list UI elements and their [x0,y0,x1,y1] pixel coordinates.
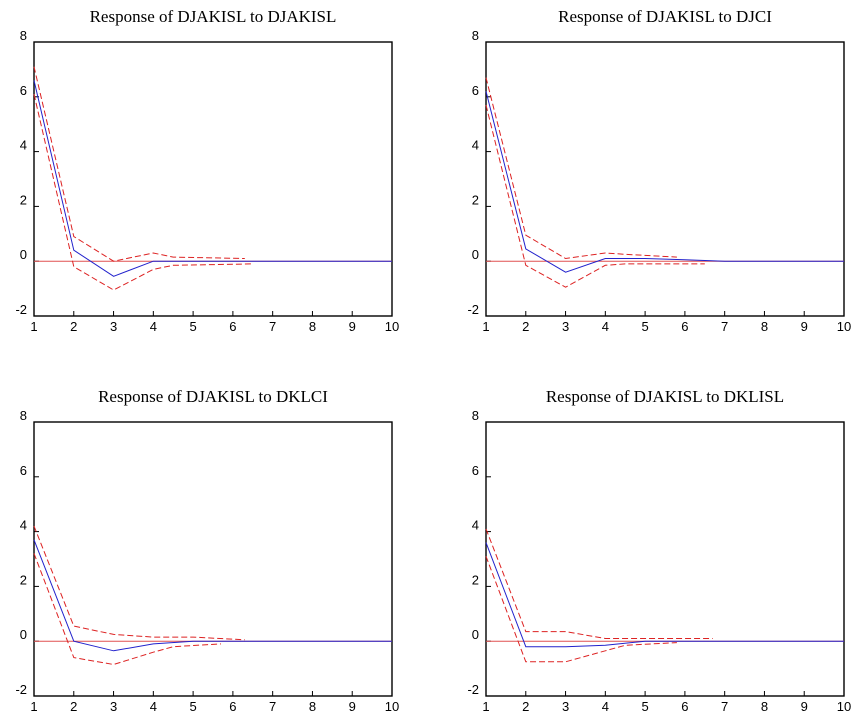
x-tick-label: 9 [801,699,808,714]
series-line-lower-band [33,553,222,666]
x-tick-label: 8 [309,699,316,714]
x-tick-label: 4 [602,319,609,334]
series-line-lower-band [485,104,705,288]
x-tick-label: 3 [110,319,117,334]
x-tick-label: 3 [110,699,117,714]
chart-panel-2: Response of DJAKISL to DJCI 1 2 3 4 5 6 7 8 9 10 -… [467,7,851,334]
y-tick-label: 8 [472,28,479,43]
series-line-response [485,542,844,648]
x-tick-label: 4 [150,699,157,714]
x-tick-label: 5 [189,699,196,714]
y-tick-label: 0 [20,627,27,642]
y-tick-label: -2 [15,302,27,317]
y-tick-label: 2 [472,192,479,207]
y-tick-label: 6 [20,463,27,478]
series-line-upper-band [485,528,713,639]
chart-title: Response of DJAKISL to DJAKISL [90,7,337,26]
x-tick-label: 1 [30,699,37,714]
x-tick-label: 4 [150,319,157,334]
x-tick-label: 10 [837,319,851,334]
x-tick-label: 8 [761,699,768,714]
x-tick-label: 6 [229,699,236,714]
x-tick-label: 1 [482,699,489,714]
x-tick-label: 2 [70,699,77,714]
chart-title: Response of DJAKISL to DKLCI [98,387,328,406]
x-tick-label: 2 [522,319,529,334]
x-tick-label: 7 [721,319,728,334]
y-tick-label: 8 [472,408,479,423]
x-tick-label: 8 [761,319,768,334]
x-tick-label: 5 [641,319,648,334]
y-tick-label: 2 [20,572,27,587]
y-tick-label: 8 [20,28,27,43]
x-tick-label: 1 [30,319,37,334]
x-tick-label: 9 [349,699,356,714]
y-tick-label: 0 [472,247,479,262]
x-tick-label: 8 [309,319,316,334]
x-tick-label: 3 [562,319,569,334]
x-tick-label: 10 [837,699,851,714]
y-tick-label: -2 [467,682,479,697]
series-line-lower-band [33,93,253,291]
x-tick-label: 5 [641,699,648,714]
x-tick-label: 6 [229,319,236,334]
y-tick-label: 6 [472,83,479,98]
y-tick-label: -2 [15,682,27,697]
plot-frame [33,421,393,697]
chart-panel-3: Response of DJAKISL to DKLCI 1 2 3 4 5 6 7 8 9 10… [15,387,399,714]
series-line-response [33,80,392,277]
series-line-upper-band [33,66,245,262]
plot-frame [33,41,393,317]
x-tick-label: 3 [562,699,569,714]
x-tick-label: 7 [721,699,728,714]
x-tick-label: 6 [681,699,688,714]
y-tick-label: 4 [20,518,27,533]
x-tick-label: 2 [70,319,77,334]
x-tick-label: 10 [385,699,399,714]
chart-panel-1: Response of DJAKISL to DJAKISL 1 2 3 4 5 6 7 8 9… [15,7,399,334]
series-line-upper-band [33,525,245,641]
series-line-response [485,91,844,273]
chart-title: Response of DJAKISL to DJCI [558,7,772,26]
y-tick-label: 2 [472,572,479,587]
x-tick-label: 2 [522,699,529,714]
y-tick-label: 6 [472,463,479,478]
chart-panel-4: Response of DJAKISL to DKLISL 1 2 3 4 5 6 7 8 9 1… [467,387,851,714]
plot-frame [485,41,845,317]
x-tick-label: 5 [189,319,196,334]
y-tick-label: 2 [20,192,27,207]
x-tick-label: 10 [385,319,399,334]
y-tick-label: -2 [467,302,479,317]
x-tick-label: 6 [681,319,688,334]
series-line-lower-band [485,556,677,663]
y-tick-label: 4 [472,138,479,153]
series-line-upper-band [485,77,677,260]
chart-title: Response of DJAKISL to DKLISL [546,387,784,406]
series-line-response [33,539,392,652]
y-tick-label: 6 [20,83,27,98]
y-tick-label: 0 [20,247,27,262]
plot-frame [485,421,845,697]
y-tick-label: 8 [20,408,27,423]
x-tick-label: 9 [349,319,356,334]
x-tick-label: 7 [269,699,276,714]
y-tick-label: 4 [20,138,27,153]
x-tick-label: 7 [269,319,276,334]
y-tick-label: 4 [472,518,479,533]
x-tick-label: 4 [602,699,609,714]
x-tick-label: 9 [801,319,808,334]
x-tick-label: 1 [482,319,489,334]
y-tick-label: 0 [472,627,479,642]
